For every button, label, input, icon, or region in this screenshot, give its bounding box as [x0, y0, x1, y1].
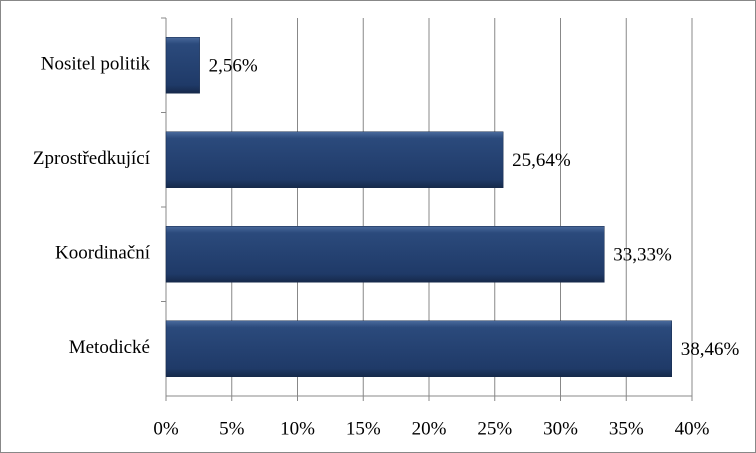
- x-tick-label: 20%: [412, 418, 447, 439]
- y-tick-label: Nositel politik: [41, 54, 151, 75]
- x-tick-label: 40%: [675, 418, 710, 439]
- x-tick-label: 30%: [543, 418, 578, 439]
- x-tick-label: 35%: [609, 418, 644, 439]
- bar: [165, 320, 672, 377]
- x-tick-label: 5%: [219, 418, 245, 439]
- y-tick-label: Zprostředkující: [33, 148, 151, 169]
- value-label: 2,56%: [209, 56, 258, 77]
- x-tick-label: 25%: [477, 418, 512, 439]
- x-tick-label: 10%: [280, 418, 315, 439]
- x-tick-label: 15%: [346, 418, 381, 439]
- y-tick-label: Metodické: [69, 337, 150, 358]
- bar: [165, 226, 605, 283]
- bar: [165, 37, 200, 94]
- value-label: 38,46%: [681, 339, 740, 360]
- bar: [165, 131, 504, 188]
- value-label: 25,64%: [512, 150, 571, 171]
- y-tick-label: Koordinační: [55, 243, 151, 264]
- x-tick-label: 0%: [153, 418, 179, 439]
- value-label: 33,33%: [613, 245, 672, 266]
